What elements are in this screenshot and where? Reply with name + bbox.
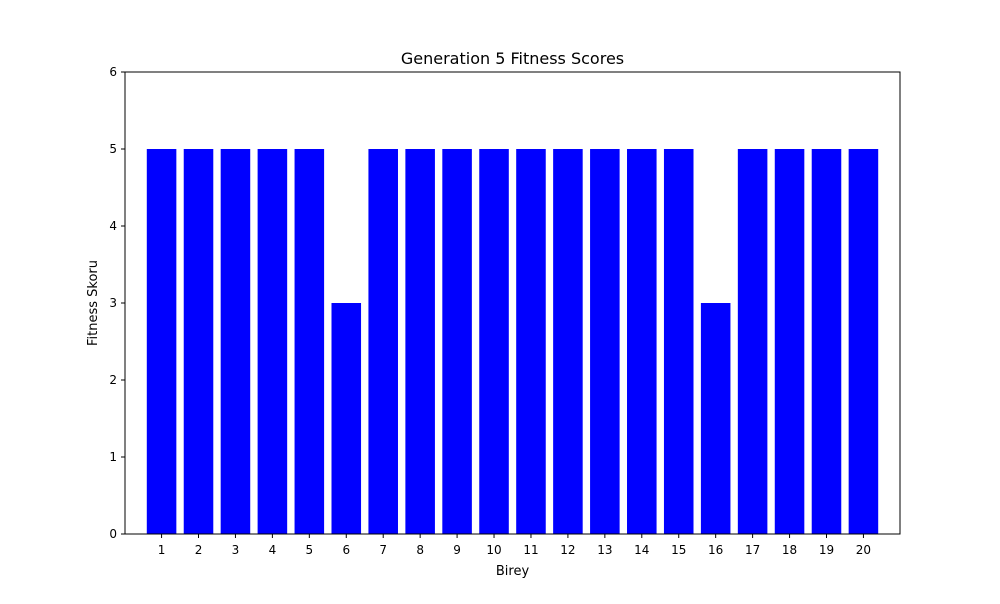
x-tick-label-7: 7 xyxy=(379,543,387,557)
y-tick-label-4: 4 xyxy=(109,219,117,233)
x-tick-label-15: 15 xyxy=(671,543,686,557)
bar-3 xyxy=(220,149,251,534)
bar-5 xyxy=(294,149,325,534)
bar-14 xyxy=(627,149,657,534)
bar-2 xyxy=(183,149,214,534)
x-tick-label-3: 3 xyxy=(232,543,240,557)
x-axis-label: Birey xyxy=(496,564,530,579)
y-axis: 0 1 2 3 4 5 6 xyxy=(109,65,125,541)
y-tick-label-5: 5 xyxy=(109,142,117,156)
x-tick-label-19: 19 xyxy=(819,543,834,557)
y-tick-label-0: 0 xyxy=(109,527,117,541)
bar-11 xyxy=(516,149,546,534)
bar-8 xyxy=(405,149,435,534)
plot-frame xyxy=(124,71,901,535)
x-tick-label-16: 16 xyxy=(708,543,723,557)
bar-18 xyxy=(774,149,805,534)
x-tick-label-5: 5 xyxy=(306,543,314,557)
bar-16 xyxy=(700,303,731,534)
x-tick-label-6: 6 xyxy=(342,543,350,557)
x-tick-label-14: 14 xyxy=(634,543,649,557)
x-tick-label-2: 2 xyxy=(195,543,203,557)
x-tick-label-11: 11 xyxy=(523,543,538,557)
bar-10 xyxy=(479,149,509,534)
x-tick-label-9: 9 xyxy=(453,543,461,557)
x-tick-label-12: 12 xyxy=(560,543,575,557)
x-tick-label-1: 1 xyxy=(158,543,166,557)
bar-12 xyxy=(553,149,583,534)
x-tick-label-17: 17 xyxy=(745,543,760,557)
bar-20 xyxy=(848,149,879,534)
bar-1 xyxy=(146,149,177,534)
y-tick-label-3: 3 xyxy=(109,296,117,310)
x-tick-label-4: 4 xyxy=(269,543,277,557)
x-tick-label-13: 13 xyxy=(597,543,612,557)
bar-9 xyxy=(442,149,472,534)
bar-17 xyxy=(737,149,768,534)
y-tick-label-6: 6 xyxy=(109,65,117,79)
y-axis-label: Fitness Skoru xyxy=(86,260,101,346)
bar-13 xyxy=(590,149,620,534)
x-axis: 1 2 3 4 5 6 7 8 9 10 11 12 13 14 15 16 17 18 19 20 xyxy=(158,534,871,557)
bar-15 xyxy=(663,149,694,534)
x-tick-label-20: 20 xyxy=(856,543,871,557)
x-tick-label-10: 10 xyxy=(486,543,501,557)
bar-7 xyxy=(368,149,398,534)
chart-title: Generation 5 Fitness Scores xyxy=(401,49,624,68)
bar-6 xyxy=(331,303,362,534)
x-tick-label-8: 8 xyxy=(416,543,424,557)
bars xyxy=(146,149,879,534)
bar-19 xyxy=(811,149,842,534)
y-tick-label-2: 2 xyxy=(109,373,117,387)
x-tick-label-18: 18 xyxy=(782,543,797,557)
bar-4 xyxy=(257,149,288,534)
y-tick-label-1: 1 xyxy=(109,450,117,464)
